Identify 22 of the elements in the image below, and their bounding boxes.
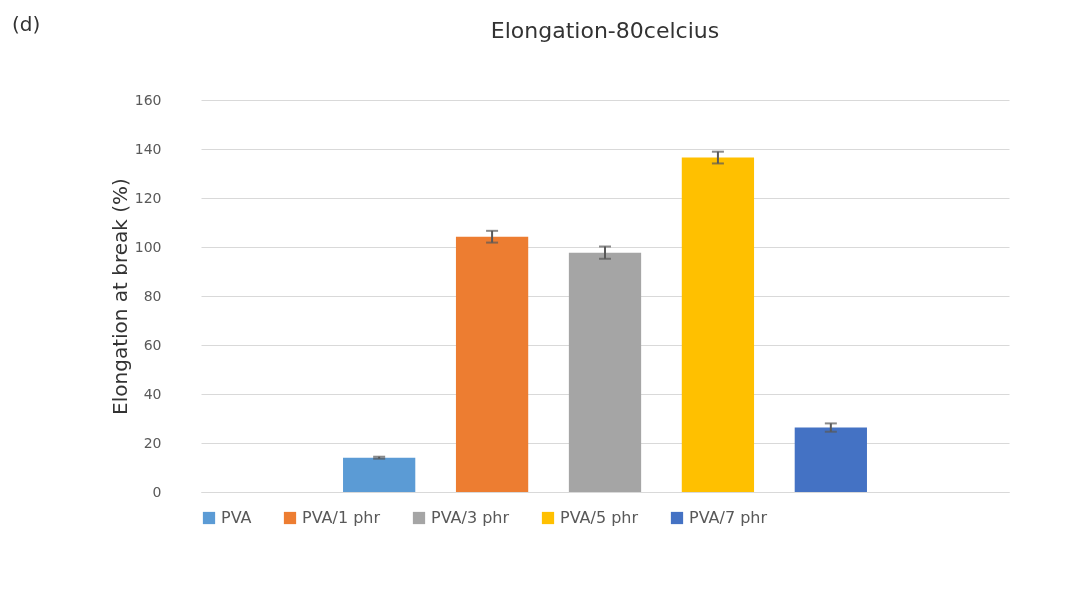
bar — [568, 252, 642, 492]
y-tick-label: 0 — [152, 483, 162, 500]
y-tick-label: 80 — [143, 287, 162, 304]
bar — [455, 236, 529, 492]
y-axis-title: Elongation at break (%) — [107, 178, 132, 415]
y-tick-label: 40 — [143, 385, 162, 402]
legend-label: PVA/7 phr — [689, 508, 768, 527]
bar — [794, 427, 867, 492]
y-tick-label: 160 — [134, 91, 162, 108]
y-tick-label: 140 — [134, 140, 162, 157]
legend-label: PVA/3 phr — [431, 508, 510, 527]
y-tick-label: 100 — [134, 238, 162, 255]
y-tick-label: 120 — [134, 189, 162, 206]
y-tick-label: 60 — [143, 336, 162, 353]
legend-label: PVA — [221, 508, 252, 527]
text: (d) — [12, 12, 41, 36]
legend-label: PVA/1 phr — [302, 508, 381, 527]
legend-label: PVA/5 phr — [560, 508, 639, 527]
bar — [343, 457, 416, 492]
bar — [681, 157, 755, 492]
y-tick-label: 20 — [143, 434, 162, 451]
chart-title: Elongation-80celcius — [490, 18, 720, 43]
